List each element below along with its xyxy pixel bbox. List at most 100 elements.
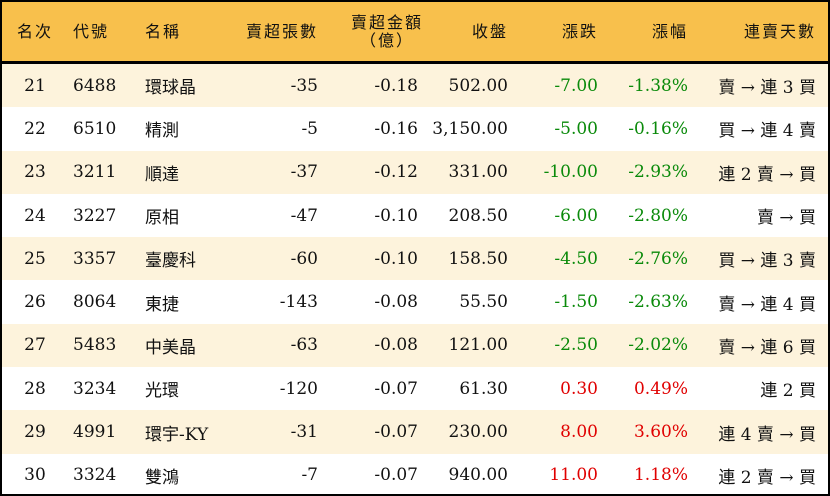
header-days: 連賣天數	[743, 21, 816, 41]
cell-amount: -0.16	[374, 118, 418, 139]
cell-name: 精測	[145, 121, 179, 142]
table-row: 26 8064 東捷 -143 -0.08 55.50 -1.50 -2.63% 賣 → 連 4…	[2, 280, 828, 323]
cell-days: 賣 → 連 4 買	[718, 294, 816, 315]
cell-code: 5483	[73, 335, 117, 356]
header-change: 漲跌	[561, 21, 598, 41]
table-row: 28 3234 光環 -120 -0.07 61.30 0.30 0.49% 連 2 買	[2, 367, 828, 410]
cell-days: 連 2 買	[760, 381, 816, 402]
header-shares: 賣超張數	[245, 21, 318, 41]
cell-code: 8064	[73, 292, 117, 313]
header-amount-unit: （億）	[359, 30, 414, 50]
cell-shares: -37	[290, 162, 318, 183]
cell-rank: 24	[24, 205, 46, 226]
cell-pct: -1.38%	[628, 75, 688, 96]
cell-shares: -63	[290, 335, 318, 356]
table-row: 22 6510 精測 -5 -0.16 3,150.00 -5.00 -0.16% 買 → 連 …	[2, 107, 828, 150]
cell-close: 331.00	[448, 162, 508, 183]
cell-shares: -35	[290, 75, 318, 96]
cell-pct: -2.63%	[628, 292, 688, 313]
cell-pct: 0.49%	[633, 378, 688, 399]
cell-close: 940.00	[448, 465, 508, 486]
cell-name: 環球晶	[145, 78, 196, 99]
table-row: 29 4991 環宇-KY -31 -0.07 230.00 8.00 3.60% 連 4 賣 …	[2, 410, 828, 454]
header-pct: 漲幅	[651, 21, 688, 41]
cell-rank: 23	[24, 162, 46, 183]
cell-name: 臺慶科	[145, 251, 196, 272]
header-amount-label: 賣超金額	[350, 12, 423, 32]
cell-change: 11.00	[549, 465, 598, 486]
cell-days: 賣 → 買	[756, 208, 816, 229]
cell-shares: -31	[290, 422, 318, 443]
cell-code: 6510	[73, 118, 117, 139]
cell-rank: 21	[24, 75, 46, 96]
cell-amount: -0.07	[374, 465, 418, 486]
header-rank: 名次	[16, 21, 53, 41]
cell-code: 3227	[73, 205, 117, 226]
cell-amount: -0.08	[374, 335, 418, 356]
cell-change: -4.50	[554, 248, 598, 269]
cell-change: -1.50	[554, 292, 598, 313]
table-row: 30 3324 雙鴻 -7 -0.07 940.00 11.00 1.18% 連 2 賣 → 買	[2, 454, 828, 494]
cell-amount: -0.12	[374, 162, 418, 183]
cell-close: 502.00	[448, 75, 508, 96]
cell-change: -7.00	[554, 75, 598, 96]
cell-code: 4991	[73, 422, 117, 443]
cell-days: 連 2 賣 → 買	[718, 467, 816, 488]
cell-pct: 3.60%	[633, 422, 688, 443]
cell-close: 158.50	[448, 248, 508, 269]
cell-rank: 22	[24, 118, 46, 139]
header-code: 代號	[73, 21, 110, 41]
cell-name: 環宇-KY	[145, 424, 209, 445]
cell-days: 買 → 連 4 賣	[718, 121, 816, 142]
cell-rank: 30	[24, 465, 46, 486]
cell-close: 121.00	[448, 335, 508, 356]
cell-amount: -0.08	[374, 292, 418, 313]
cell-close: 208.50	[448, 205, 508, 226]
cell-close: 61.30	[459, 378, 508, 399]
cell-code: 3357	[73, 248, 117, 269]
cell-change: -2.50	[554, 335, 598, 356]
cell-close: 230.00	[448, 422, 508, 443]
cell-amount: -0.10	[374, 248, 418, 269]
cell-amount: -0.07	[374, 378, 418, 399]
cell-name: 光環	[145, 381, 179, 402]
cell-pct: -2.93%	[628, 162, 688, 183]
cell-shares: -143	[279, 292, 318, 313]
cell-days: 賣 → 連 6 買	[718, 337, 816, 358]
cell-name: 東捷	[145, 294, 179, 315]
cell-change: -6.00	[554, 205, 598, 226]
table-body: 21 6488 環球晶 -35 -0.18 502.00 -7.00 -1.38% 賣 → 連 …	[2, 64, 828, 494]
cell-rank: 26	[24, 292, 46, 313]
table-row: 23 3211 順達 -37 -0.12 331.00 -10.00 -2.93% 連 2 賣 …	[2, 150, 828, 194]
header-amount: 賣超金額 （億）	[351, 2, 423, 61]
cell-rank: 28	[24, 378, 46, 399]
cell-change: -10.00	[543, 162, 598, 183]
cell-code: 3211	[73, 162, 117, 183]
cell-days: 賣 → 連 3 買	[718, 78, 816, 99]
table-header: 名次 代號 名稱 賣超張數 賣超金額 （億） 收盤 漲跌 漲幅 連賣天數	[2, 2, 828, 64]
cell-code: 6488	[73, 75, 117, 96]
cell-close: 55.50	[459, 292, 508, 313]
cell-name: 原相	[145, 208, 179, 229]
table-row: 21 6488 環球晶 -35 -0.18 502.00 -7.00 -1.38% 賣 → 連 …	[2, 64, 828, 108]
cell-code: 3324	[73, 465, 117, 486]
header-close: 收盤	[471, 21, 508, 41]
cell-days: 連 4 賣 → 買	[718, 424, 816, 445]
cell-pct: -2.02%	[628, 335, 688, 356]
cell-pct: -2.80%	[628, 205, 688, 226]
cell-shares: -47	[290, 205, 318, 226]
cell-close: 3,150.00	[432, 118, 508, 139]
cell-rank: 27	[24, 335, 46, 356]
cell-change: -5.00	[554, 118, 598, 139]
cell-days: 連 2 賣 → 買	[718, 164, 816, 185]
cell-pct: -2.76%	[628, 248, 688, 269]
table-row: 24 3227 原相 -47 -0.10 208.50 -6.00 -2.80% 賣 → 買	[2, 194, 828, 237]
cell-change: 8.00	[560, 422, 598, 443]
table-row: 27 5483 中美晶 -63 -0.08 121.00 -2.50 -2.02% 賣 → 連 …	[2, 323, 828, 368]
cell-name: 順達	[145, 164, 179, 185]
cell-rank: 25	[24, 248, 46, 269]
cell-name: 雙鴻	[145, 467, 179, 488]
cell-name: 中美晶	[145, 337, 196, 358]
cell-rank: 29	[24, 422, 46, 443]
